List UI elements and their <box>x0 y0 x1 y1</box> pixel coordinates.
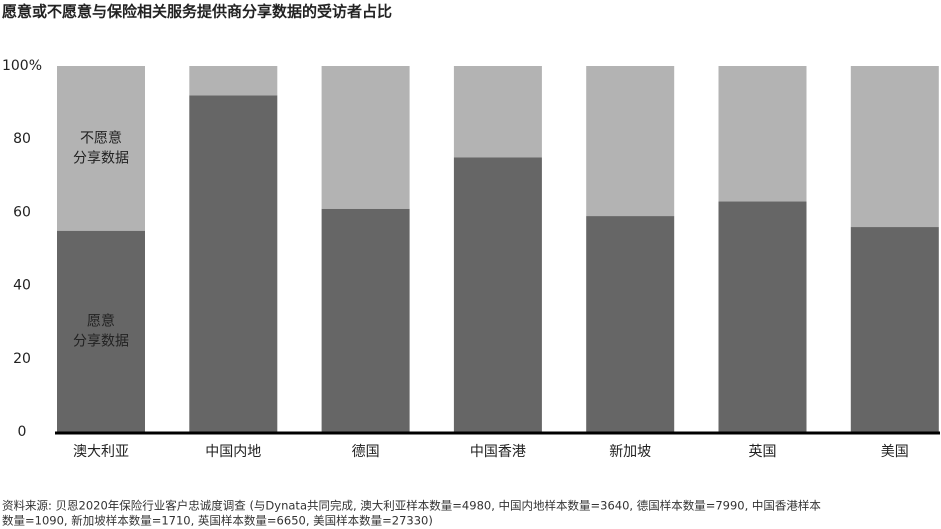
x-tick-label: 新加坡 <box>609 444 651 460</box>
y-tick-label: 60 <box>13 204 31 220</box>
legend-label: 不愿意分享数据 <box>73 129 129 166</box>
bar-segment <box>850 66 939 228</box>
x-tick-label: 澳大利亚 <box>73 444 129 460</box>
bar-segment <box>586 66 675 217</box>
x-tick-label: 美国 <box>881 444 909 460</box>
y-tick-label: 0 <box>18 424 27 440</box>
chart-title: 愿意或不愿意与保险相关服务提供商分享数据的受访者占比 <box>2 3 392 21</box>
source-line: 资料来源: 贝恩2020年保险行业客户忠诚度调查 (与Dynata共同完成, 澳… <box>2 499 821 513</box>
y-tick-label: 100% <box>2 58 42 74</box>
bar-segment <box>321 66 410 209</box>
x-tick-label: 中国内地 <box>205 444 261 460</box>
y-tick-label: 40 <box>13 278 31 294</box>
bar-segment <box>718 66 807 202</box>
legend-label-line: 愿意 <box>87 312 115 329</box>
bar-segment <box>453 66 542 158</box>
bar-segment <box>57 230 145 432</box>
legend-label-line: 分享数据 <box>73 332 129 349</box>
bar-segment <box>57 66 145 231</box>
bar-segment <box>321 208 410 432</box>
y-tick-label: 80 <box>13 131 31 147</box>
x-tick-label: 英国 <box>749 443 777 460</box>
legend-label-line: 分享数据 <box>73 149 129 166</box>
x-tick-label: 德国 <box>352 444 380 460</box>
y-tick-label: 20 <box>13 351 31 367</box>
bar-segment <box>850 227 939 432</box>
legend-label-line: 不愿意 <box>80 129 122 146</box>
legend-label: 愿意分享数据 <box>73 312 129 349</box>
bar-segment <box>453 157 542 432</box>
bar-segment <box>189 95 278 432</box>
bar-segment <box>718 201 807 432</box>
source-line: 数量=1090, 新加坡样本数量=1710, 英国样本数量=6650, 美国样本… <box>2 514 433 528</box>
bar-segment <box>586 216 675 432</box>
x-tick-label: 中国香港 <box>470 444 526 460</box>
bar-segment <box>189 66 278 96</box>
